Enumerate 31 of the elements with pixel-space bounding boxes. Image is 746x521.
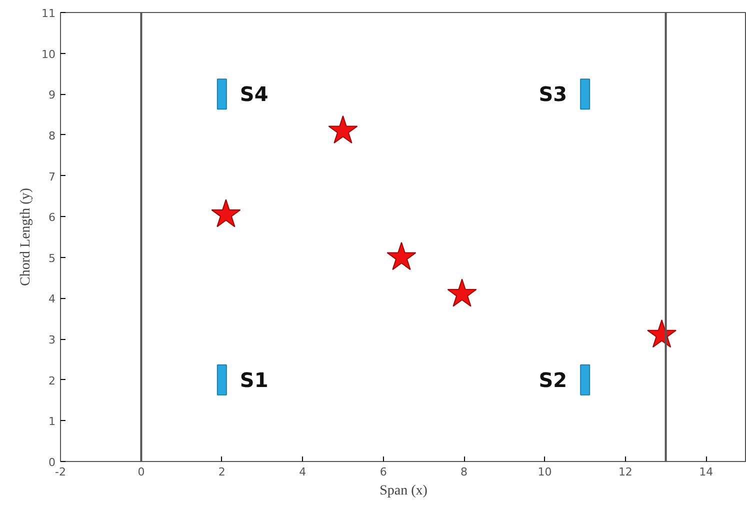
- y-tick-label: 2: [48, 374, 56, 388]
- y-tick-label: 1: [48, 415, 56, 428]
- x-tick-label: 12: [618, 466, 632, 478]
- x-tick-label: 0: [138, 466, 145, 478]
- y-tick-label: 5: [48, 252, 56, 265]
- point: [328, 115, 358, 144]
- y-tick-label: 9: [48, 88, 56, 102]
- x-tick-label: 14: [699, 466, 714, 478]
- y-axis-title: Chord Length (y): [18, 188, 34, 286]
- y-tick-label: 10: [42, 48, 56, 61]
- point: [211, 199, 241, 228]
- y-tick-label: 11: [42, 7, 56, 20]
- series-label: S3: [538, 82, 568, 106]
- y-tick-label: 6: [48, 211, 56, 224]
- x-tick-label: 2: [218, 466, 226, 478]
- series-label: S1: [240, 368, 268, 392]
- y-tick-label: 4: [48, 292, 56, 306]
- y-tick-label: 0: [48, 456, 56, 469]
- x-tick-label: 8: [460, 466, 468, 478]
- x-axis-title: Span (x): [380, 484, 428, 498]
- x-tick-label: 10: [538, 466, 552, 478]
- x-tick-label: 4: [299, 466, 306, 478]
- series-label: S4: [240, 82, 268, 106]
- series-label: S2: [538, 368, 568, 392]
- point: [386, 242, 416, 270]
- y-tick-label: 8: [48, 129, 56, 142]
- x-tick-label: 6: [380, 466, 387, 478]
- y-tick-label: 3: [48, 334, 56, 347]
- point: [447, 278, 477, 307]
- y-tick-label: 7: [48, 170, 56, 184]
- x-tick-label: -2: [55, 466, 66, 478]
